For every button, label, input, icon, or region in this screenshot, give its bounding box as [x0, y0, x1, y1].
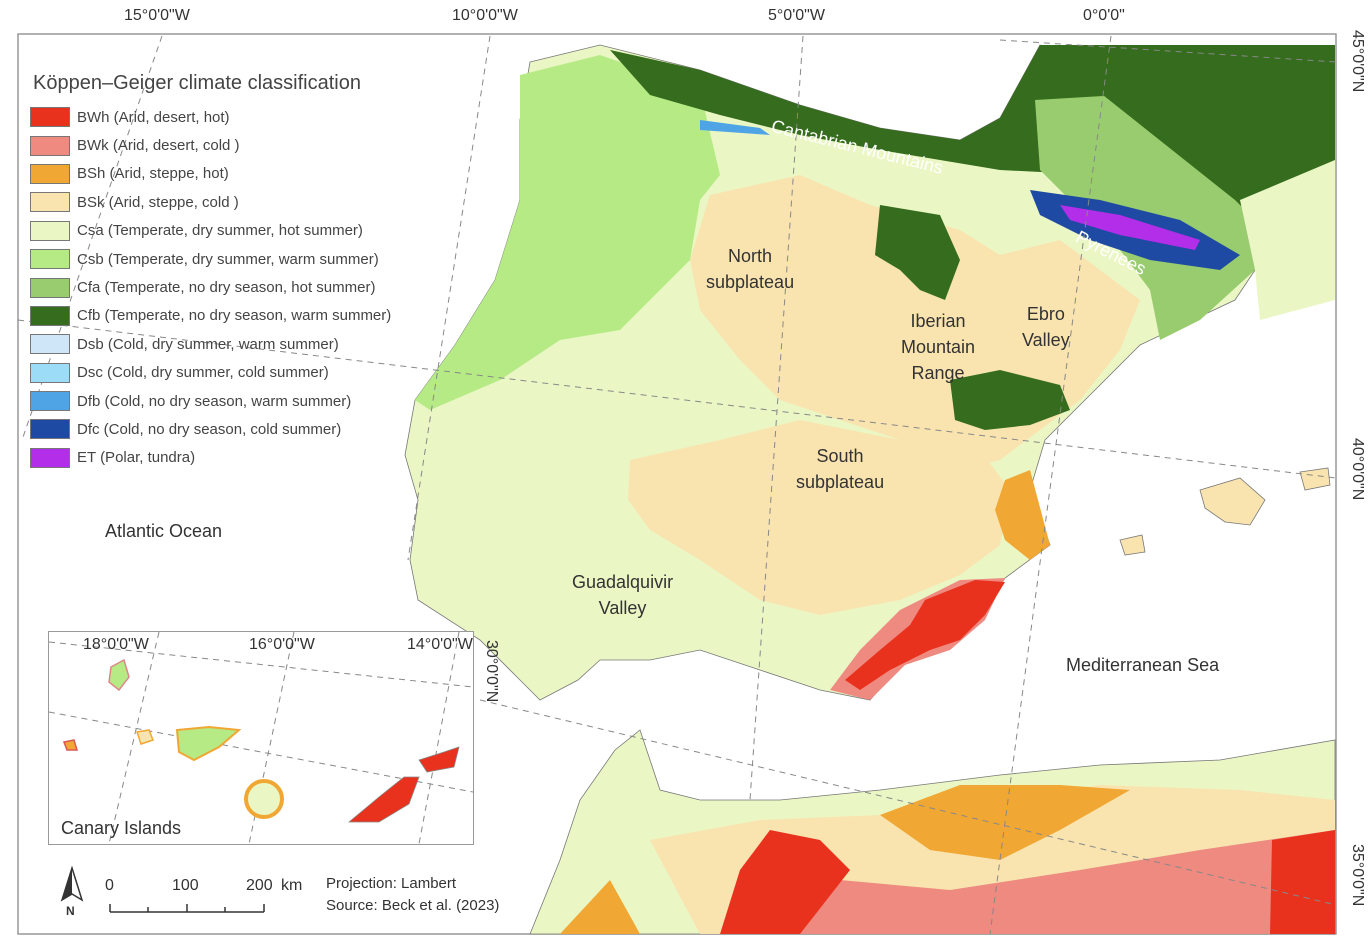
label-mediterranean-sea: Mediterranean Sea: [1066, 655, 1220, 675]
projection-note: Projection: Lambert: [326, 875, 457, 892]
scale-label-100: 100: [172, 877, 199, 894]
legend-label-bwh: BWh (Arid, desert, hot): [77, 108, 230, 126]
legend-label-cfb: Cfb (Temperate, no dry season, warm summ…: [77, 307, 392, 325]
legend-label-dfb: Dfb (Cold, no dry season, warm summer): [77, 392, 352, 410]
legend-label-bsh: BSh (Arid, steppe, hot): [77, 165, 229, 183]
scale-bar: [109, 904, 265, 913]
bwh-southeast: [845, 580, 1005, 690]
legend-label-dfc: Dfc (Cold, no dry season, cold summer): [77, 420, 342, 438]
legend-label-bsk: BSk (Arid, steppe, cold ): [77, 193, 239, 211]
label-guadalquivir: Guadalquivir Valley: [572, 572, 674, 619]
scale-label-0: 0: [105, 877, 114, 894]
legend-swatch-csb: [30, 249, 70, 270]
label-atlantic-ocean: Atlantic Ocean: [105, 521, 223, 541]
legend-swatch-bsk: [30, 192, 70, 213]
legend-swatch-et: [30, 447, 70, 468]
source-note: Source: Beck et al. (2023): [326, 897, 500, 914]
legend-label-dsb: Dsb (Cold, dry summer, warm summer): [77, 335, 339, 353]
legend-item-cfa: Cfa (Temperate, no dry season, hot summe…: [30, 273, 391, 301]
cfb-iberian: [875, 205, 960, 300]
legend-swatch-dsb: [30, 334, 70, 355]
france-coast: [1040, 45, 1335, 210]
legend-label-cfa: Cfa (Temperate, no dry season, hot summe…: [77, 279, 376, 297]
csb-region: [415, 55, 720, 410]
balearic-ibiza: [1119, 534, 1146, 556]
africa-bsh-west: [560, 880, 640, 934]
lon-label-15w: 15°0'0"W: [124, 7, 190, 24]
label-north-subplateau: North subplateau: [706, 246, 795, 293]
legend-item-csa: Csa (Temperate, dry summer, hot summer): [30, 217, 391, 245]
lat-label-35n: 35°0'0"N: [1349, 844, 1366, 907]
inset-lon-label-18w: 18°0'0"W: [83, 636, 149, 653]
inset-lon-label-14w: 14°0'0"W: [407, 636, 473, 653]
africa-bwk: [780, 830, 1335, 934]
legend-items: BWh (Arid, desert, hot) BWk (Arid, desert…: [30, 103, 391, 472]
graticule-lines: [17, 35, 1337, 935]
legend-label-et: ET (Polar, tundra): [77, 449, 196, 467]
lon-label-0: 0°0'0": [1083, 7, 1125, 24]
legend-item-bwk: BWk (Arid, desert, cold ): [30, 131, 391, 159]
north-arrow-icon: [60, 866, 84, 902]
lon-label-5w: 5°0'0"W: [768, 7, 825, 24]
label-ebro-valley: Ebro Valley: [1022, 304, 1070, 351]
legend-swatch-bwk: [30, 135, 70, 156]
bsk-south: [628, 420, 1010, 615]
lon-label-10w: 10°0'0"W: [452, 7, 518, 24]
label-iberian-range: Iberian Mountain Range: [901, 311, 976, 384]
lat-label-40n: 40°0'0"N: [1349, 438, 1366, 501]
lat-label-45n: 45°0'0"N: [1349, 30, 1366, 93]
legend-swatch-bsh: [30, 163, 70, 184]
legend-swatch-cfb: [30, 305, 70, 326]
legend-item-bsh: BSh (Arid, steppe, hot): [30, 160, 391, 188]
cfb-iberian-east: [950, 370, 1070, 430]
legend-label-csb: Csb (Temperate, dry summer, warm summer): [77, 250, 379, 268]
scale-unit: km: [281, 877, 303, 894]
legend-item-dfc: Dfc (Cold, no dry season, cold summer): [30, 415, 391, 443]
label-south-subplateau: South subplateau: [796, 446, 885, 493]
north-arrow-label: N: [66, 904, 75, 918]
africa-bwh-east: [1270, 830, 1335, 934]
legend-label-csa: Csa (Temperate, dry summer, hot summer): [77, 222, 363, 240]
legend-swatch-dsc: [30, 362, 70, 383]
africa-bwh-west: [720, 830, 850, 934]
scale-label-200: 200: [246, 877, 273, 894]
legend-label-dsc: Dsc (Cold, dry summer, cold summer): [77, 364, 329, 382]
legend-swatch-dfb: [30, 391, 70, 412]
legend-item-dsc: Dsc (Cold, dry summer, cold summer): [30, 359, 391, 387]
legend-swatch-dfc: [30, 419, 70, 440]
legend: Köppen–Geiger climate classification BWh…: [30, 72, 391, 472]
france-csa: [1240, 160, 1335, 320]
legend-item-bwh: BWh (Arid, desert, hot): [30, 103, 391, 131]
legend-item-cfb: Cfb (Temperate, no dry season, warm summ…: [30, 302, 391, 330]
legend-title: Köppen–Geiger climate classification: [33, 72, 361, 94]
balearic-menorca: [1299, 467, 1331, 491]
inset-lon-label-16w: 16°0'0"W: [249, 636, 315, 653]
bsh-coast: [995, 470, 1050, 560]
legend-swatch-cfa: [30, 277, 70, 298]
legend-swatch-csa: [30, 220, 70, 241]
legend-item-dsb: Dsb (Cold, dry summer, warm summer): [30, 330, 391, 358]
inset-lat-label-30n: 30°0'0"N: [483, 640, 500, 703]
balearic-mallorca: [1199, 477, 1266, 526]
inset-title: Canary Islands: [61, 818, 182, 838]
canary-inset-map: [49, 632, 473, 844]
legend-item-bsk: BSk (Arid, steppe, cold ): [30, 188, 391, 216]
legend-swatch-bwh: [30, 107, 70, 128]
legend-item-dfb: Dfb (Cold, no dry season, warm summer): [30, 387, 391, 415]
legend-label-bwk: BWk (Arid, desert, cold ): [77, 137, 240, 155]
legend-item-csb: Csb (Temperate, dry summer, warm summer): [30, 245, 391, 273]
et-pyrenees: [1060, 205, 1200, 250]
legend-item-et: ET (Polar, tundra): [30, 444, 391, 472]
dfb-cantabrian: [700, 120, 770, 135]
canary-inset: 18°0'0"W 16°0'0"W 14°0'0"W Canary Island…: [48, 631, 474, 845]
